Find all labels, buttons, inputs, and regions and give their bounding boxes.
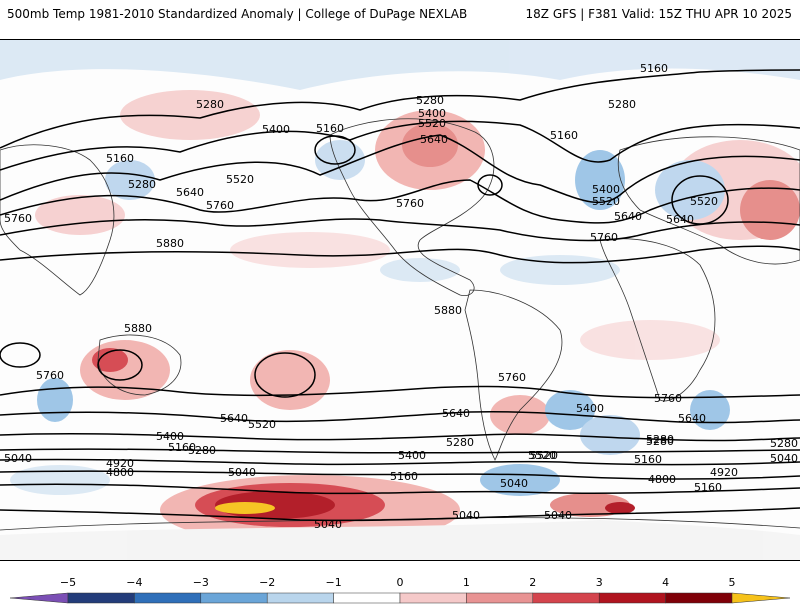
map-panel[interactable]: 5160 5280 5280 5400 5160 5160 5280 5640 …	[0, 39, 800, 561]
contour-label: 5040	[770, 452, 798, 465]
colorbar-tick-label: 0	[396, 576, 404, 589]
colorbar-tick-label: 2	[529, 576, 537, 589]
contour-label: 5160	[168, 441, 196, 454]
colorbar-segment	[200, 592, 268, 604]
contour-label: 5040	[544, 509, 572, 522]
colorbar-min-arrow	[10, 592, 69, 604]
contour-label: 5520	[226, 173, 254, 186]
height-contours	[0, 69, 800, 522]
contour-label: 5760	[498, 371, 526, 384]
colorbar-tick-label: −3	[192, 576, 209, 589]
contour-label: 5400	[592, 183, 620, 196]
contour-label: 5760	[206, 199, 234, 212]
colorbar-segment	[266, 592, 334, 604]
contour-label: 5160	[634, 453, 662, 466]
contour-label: 5760	[654, 392, 682, 405]
contour-label: 5400	[398, 449, 426, 462]
contour-label: 5400	[262, 123, 290, 136]
contour-label: 5520	[248, 418, 276, 431]
contour-label: 5160	[316, 122, 344, 135]
colorbar-segment	[67, 592, 135, 604]
contour-labels: 5160 5280 5280 5400 5160 5160 5280 5640 …	[4, 62, 798, 531]
contour-label: 5280	[646, 435, 674, 448]
contour-label: 4800	[648, 473, 676, 486]
colorbar-tick-label: −2	[259, 576, 276, 589]
contour-label: 5160	[106, 152, 134, 165]
contour-label: 5160	[640, 62, 668, 75]
contour-label: 5160	[390, 470, 418, 483]
contour-label: 5520	[528, 449, 556, 462]
header-bar: 500mb Temp 1981-2010 Standardized Anomal…	[0, 0, 800, 28]
anomaly-map[interactable]: 5160 5280 5280 5400 5160 5160 5280 5640 …	[0, 40, 800, 560]
contour-label: 5520	[530, 449, 558, 462]
colorbar-segment	[399, 592, 467, 604]
colorbar-tick-label: −5	[59, 576, 77, 589]
contour-label: 4800	[106, 466, 134, 479]
colorbar-tick-label: 4	[662, 576, 670, 589]
colorbar-scale	[10, 592, 790, 604]
contour-label: 5880	[124, 322, 152, 335]
contour-label: 5280	[128, 178, 156, 191]
colorbar-tick-label: −4	[126, 576, 143, 589]
colorbar-segment	[598, 592, 666, 604]
contour-label: 5640	[614, 210, 642, 223]
contour-label: 5280	[416, 94, 444, 107]
contour-label: 5040	[500, 477, 528, 490]
contour-label: 5520	[690, 195, 718, 208]
contour-label: 5160	[550, 129, 578, 142]
contour-label: 5280	[646, 433, 674, 446]
contour-label: 5640	[220, 412, 248, 425]
model-run-info: 18Z GFS | F381 Valid: 15Z THU APR 10 202…	[525, 7, 792, 21]
contour-label: 5400	[576, 402, 604, 415]
colorbar-tick-label: −1	[325, 576, 342, 589]
contour-label: 4920	[106, 457, 134, 470]
contour-label: 5160	[694, 481, 722, 494]
contour-label: 5760	[36, 369, 64, 382]
contour-label: 5640	[666, 213, 694, 226]
colorbar-segment	[532, 592, 600, 604]
colorbar-segment	[134, 592, 202, 604]
map-title: 500mb Temp 1981-2010 Standardized Anomal…	[7, 7, 468, 21]
contour-label: 5520	[418, 117, 446, 130]
colorbar-segment	[665, 592, 733, 604]
colorbar-tick-label: 5	[728, 576, 736, 589]
contour-label: 5760	[396, 197, 424, 210]
contour-label: 5760	[4, 212, 32, 225]
contour-label: 5280	[770, 437, 798, 450]
contour-label: 5640	[176, 186, 204, 199]
colorbar-segment	[333, 592, 401, 604]
contour-label: 5280	[196, 98, 224, 111]
contour-label: 5040	[228, 466, 256, 479]
contour-label: 5400	[156, 430, 184, 443]
contour-label: 5640	[442, 407, 470, 420]
colorbar-tick-label: 3	[595, 576, 603, 589]
contour-label: 5040	[4, 452, 32, 465]
contour-label: 5280	[446, 436, 474, 449]
colorbar: −5 −4 −3 −2 −1 0 1 2 3 4 5	[0, 568, 800, 604]
contour-label: 5400	[418, 107, 446, 120]
contour-label: 5640	[420, 133, 448, 146]
colorbar-segment	[466, 592, 534, 604]
contour-label: 5880	[156, 237, 184, 250]
contour-label: 5040	[452, 509, 480, 522]
contour-label: 4920	[710, 466, 738, 479]
contour-label: 5760	[590, 231, 618, 244]
contour-label: 5280	[188, 444, 216, 457]
contour-label: 5880	[434, 304, 462, 317]
contour-label: 5640	[678, 412, 706, 425]
contour-label: 5520	[592, 195, 620, 208]
contour-label: 5280	[608, 98, 636, 111]
contour-label: 5040	[314, 518, 342, 531]
colorbar-max-arrow	[731, 592, 790, 604]
colorbar-tick-label: 1	[462, 576, 470, 589]
